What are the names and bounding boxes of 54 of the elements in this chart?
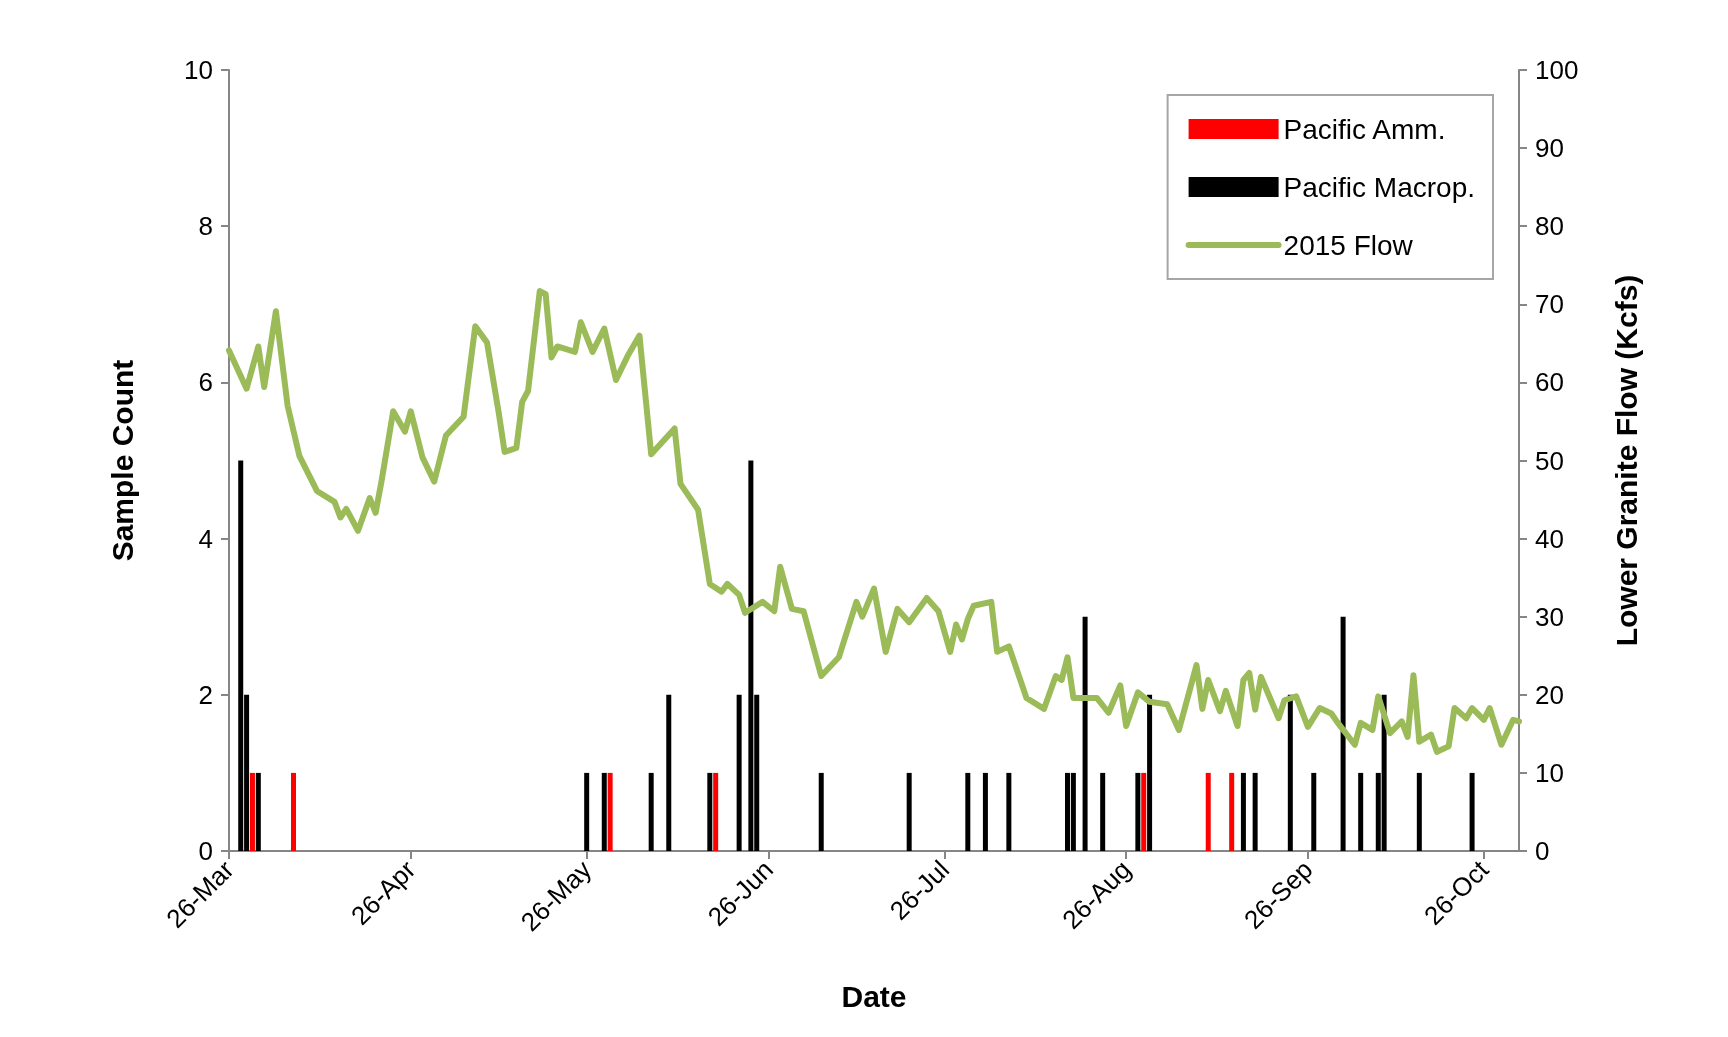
bar xyxy=(1287,694,1293,851)
bar xyxy=(607,772,613,851)
bar xyxy=(1358,772,1364,851)
y-tick-label: 2 xyxy=(198,679,213,710)
bar xyxy=(601,772,607,851)
y2-tick-label: 70 xyxy=(1535,289,1564,320)
bar xyxy=(1311,772,1317,851)
y2-tick-label: 10 xyxy=(1535,757,1564,788)
y2-tick-label: 0 xyxy=(1535,836,1550,866)
y2-tick-label: 40 xyxy=(1535,523,1564,554)
bar xyxy=(1006,772,1012,851)
bar xyxy=(1141,772,1147,851)
bar xyxy=(707,772,713,851)
bar xyxy=(1082,616,1088,851)
y-axis-title: Sample Count xyxy=(105,359,139,562)
bar xyxy=(736,694,742,851)
y2-tick-label: 30 xyxy=(1535,601,1564,632)
y2-tick-label: 80 xyxy=(1535,211,1564,242)
bar xyxy=(584,772,590,851)
bar xyxy=(982,772,988,851)
bar xyxy=(648,772,654,851)
bar xyxy=(713,772,719,851)
bar xyxy=(1147,694,1153,851)
bar xyxy=(249,772,255,851)
y-tick-label: 10 xyxy=(184,55,213,85)
y-tick-label: 4 xyxy=(198,523,213,554)
y-tick-label: 8 xyxy=(198,211,213,242)
bar xyxy=(965,772,971,851)
y2-tick-label: 100 xyxy=(1535,55,1579,85)
bar xyxy=(255,772,261,851)
bar xyxy=(1416,772,1422,851)
y-tick-label: 6 xyxy=(198,367,213,398)
bar xyxy=(1205,772,1211,851)
bar xyxy=(1135,772,1141,851)
y2-axis-title: Lower Granite Flow (Kcfs) xyxy=(1609,274,1643,647)
y2-tick-label: 90 xyxy=(1535,133,1564,164)
bar xyxy=(1100,772,1106,851)
bar xyxy=(1240,772,1246,851)
x-axis-title: Date xyxy=(841,979,907,1013)
bar xyxy=(1469,772,1475,851)
bar xyxy=(906,772,912,851)
y2-tick-label: 60 xyxy=(1535,367,1564,398)
bar xyxy=(818,772,824,851)
y2-tick-label: 20 xyxy=(1535,679,1564,710)
bar xyxy=(1340,616,1346,851)
y-tick-label: 0 xyxy=(198,836,213,866)
bar xyxy=(1252,772,1258,851)
bar xyxy=(291,772,296,851)
bar xyxy=(666,694,672,851)
bar xyxy=(1229,772,1235,851)
legend-label: Pacific Macrop. xyxy=(1283,171,1476,203)
legend-label: 2015 Flow xyxy=(1283,229,1414,261)
legend-label: Pacific Amm. xyxy=(1283,113,1446,145)
y2-tick-label: 50 xyxy=(1535,445,1564,476)
